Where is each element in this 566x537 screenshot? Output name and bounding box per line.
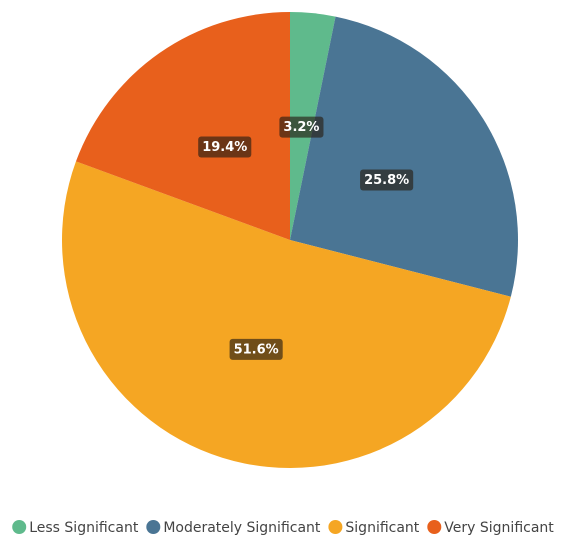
- value-label: 3.2%: [279, 116, 324, 138]
- pie-slice: [75, 12, 290, 240]
- legend-label: Significant: [345, 520, 419, 536]
- legend-marker: [328, 520, 343, 534]
- value-label: 19.4%: [198, 136, 252, 158]
- pie: [62, 12, 518, 468]
- legend-item: Moderately Significant: [146, 520, 321, 536]
- legend: Less Significant Moderately Significant Si…: [12, 520, 554, 536]
- legend-item: Very Significant: [427, 520, 554, 536]
- legend-item: Significant: [328, 520, 420, 536]
- legend-marker: [427, 520, 442, 534]
- legend-item: Less Significant: [12, 520, 139, 536]
- pie-slice: [290, 16, 518, 297]
- legend-marker: [12, 520, 27, 534]
- value-label-text: 3.2%: [283, 120, 319, 135]
- value-label-bg: [279, 116, 324, 138]
- legend-label: Very Significant: [444, 520, 554, 536]
- legend-label: Moderately Significant: [163, 520, 321, 536]
- value-label-text: 25.8%: [364, 173, 409, 188]
- pie-slice: [62, 161, 511, 468]
- value-label-text: 51.6%: [234, 342, 279, 357]
- value-label: 25.8%: [360, 169, 414, 191]
- legend-label: Less Significant: [29, 520, 139, 536]
- value-label-bg: [360, 169, 414, 191]
- value-label: 51.6%: [229, 338, 283, 360]
- value-labels: 3.2% 25.8% 51.6% 19.4%: [198, 116, 414, 360]
- legend-marker: [146, 520, 161, 534]
- value-label-text: 19.4%: [202, 140, 247, 155]
- value-label-bg: [229, 338, 283, 360]
- value-label-bg: [198, 136, 252, 158]
